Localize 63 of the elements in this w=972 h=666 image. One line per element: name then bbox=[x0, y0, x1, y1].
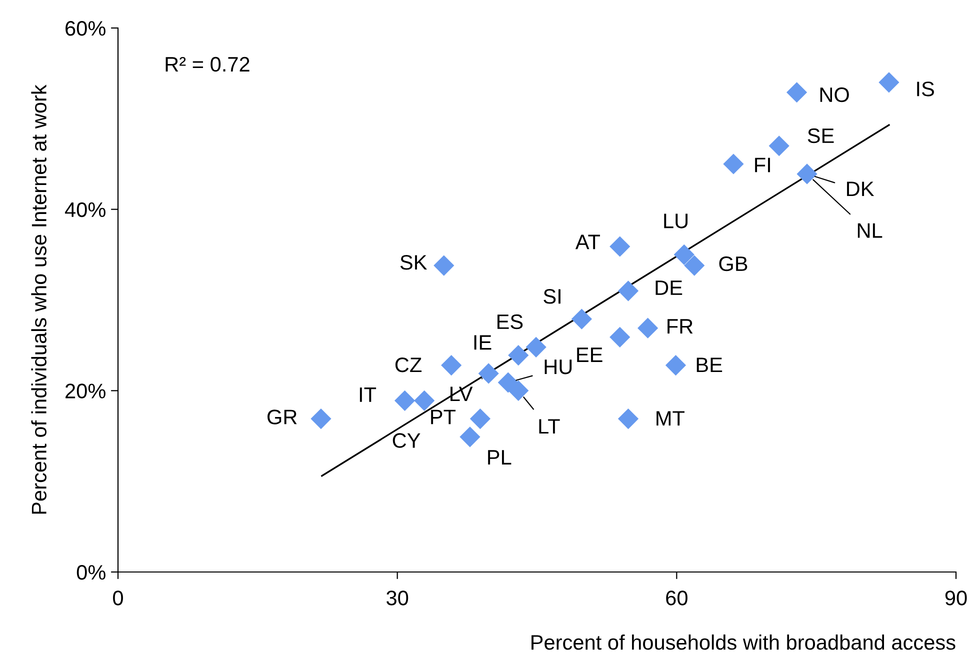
x-tick-label: 90 bbox=[945, 590, 967, 606]
annotation: PT bbox=[431, 410, 456, 424]
point bbox=[674, 244, 694, 265]
x-axis-title: Percent of households with broadband access bbox=[532, 634, 956, 650]
x-tick-label: 0 bbox=[113, 590, 123, 606]
y-tick-label: 60% bbox=[66, 21, 106, 36]
annotation: GB bbox=[719, 256, 748, 272]
point bbox=[684, 255, 705, 276]
point bbox=[618, 408, 639, 430]
point bbox=[768, 136, 790, 156]
y-axis-title: Percent of individuals who use Internet at work bbox=[31, 84, 46, 514]
annotation: SE bbox=[808, 128, 834, 144]
point bbox=[310, 408, 332, 430]
annotation: IT bbox=[360, 388, 376, 402]
point bbox=[610, 326, 630, 348]
annotation: MT bbox=[656, 411, 684, 426]
annotation: FR bbox=[668, 319, 693, 334]
annotation: LU bbox=[664, 214, 688, 228]
annotation: PL bbox=[488, 450, 512, 465]
annotation: CZ bbox=[395, 358, 422, 372]
point bbox=[478, 363, 499, 384]
annotation: SK bbox=[400, 255, 427, 270]
point bbox=[434, 255, 454, 276]
point bbox=[665, 354, 686, 376]
point bbox=[610, 236, 630, 257]
point bbox=[414, 390, 435, 411]
annotation: FI bbox=[755, 158, 770, 172]
point bbox=[618, 280, 639, 302]
y-tick-label: 20% bbox=[66, 384, 106, 398]
annotation: DE bbox=[656, 280, 682, 295]
x-tick-label: 60 bbox=[666, 590, 688, 606]
point bbox=[571, 308, 592, 330]
annotation: GR bbox=[268, 410, 297, 424]
y-tick-label: 40% bbox=[64, 202, 106, 218]
point bbox=[878, 72, 900, 93]
point bbox=[460, 426, 480, 448]
point bbox=[526, 336, 546, 358]
annotation: SI bbox=[544, 289, 560, 304]
point bbox=[508, 380, 529, 401]
point bbox=[394, 390, 416, 411]
point bbox=[508, 345, 529, 366]
annotation: NL bbox=[858, 223, 882, 238]
annotation: BE bbox=[696, 358, 722, 372]
annotation: CY bbox=[392, 433, 420, 448]
point bbox=[498, 372, 518, 393]
x-tick-label: 30 bbox=[386, 590, 408, 606]
annotation: AT bbox=[575, 234, 600, 250]
point bbox=[796, 164, 818, 184]
point bbox=[786, 82, 808, 103]
annotation: IS bbox=[917, 82, 934, 96]
point bbox=[470, 408, 491, 430]
annotation: EE bbox=[577, 348, 602, 362]
annotation: R² = 0.72 bbox=[166, 56, 250, 72]
annotation: LT bbox=[539, 419, 560, 434]
annotation: NO bbox=[820, 87, 849, 102]
annotation: DK bbox=[847, 182, 874, 196]
annotation: ES bbox=[497, 314, 523, 330]
annotation: IE bbox=[474, 335, 492, 350]
point bbox=[723, 154, 744, 174]
y-tick-label: 0% bbox=[76, 565, 106, 580]
point bbox=[638, 318, 658, 338]
annotation: HU bbox=[544, 360, 572, 374]
point bbox=[441, 354, 462, 376]
